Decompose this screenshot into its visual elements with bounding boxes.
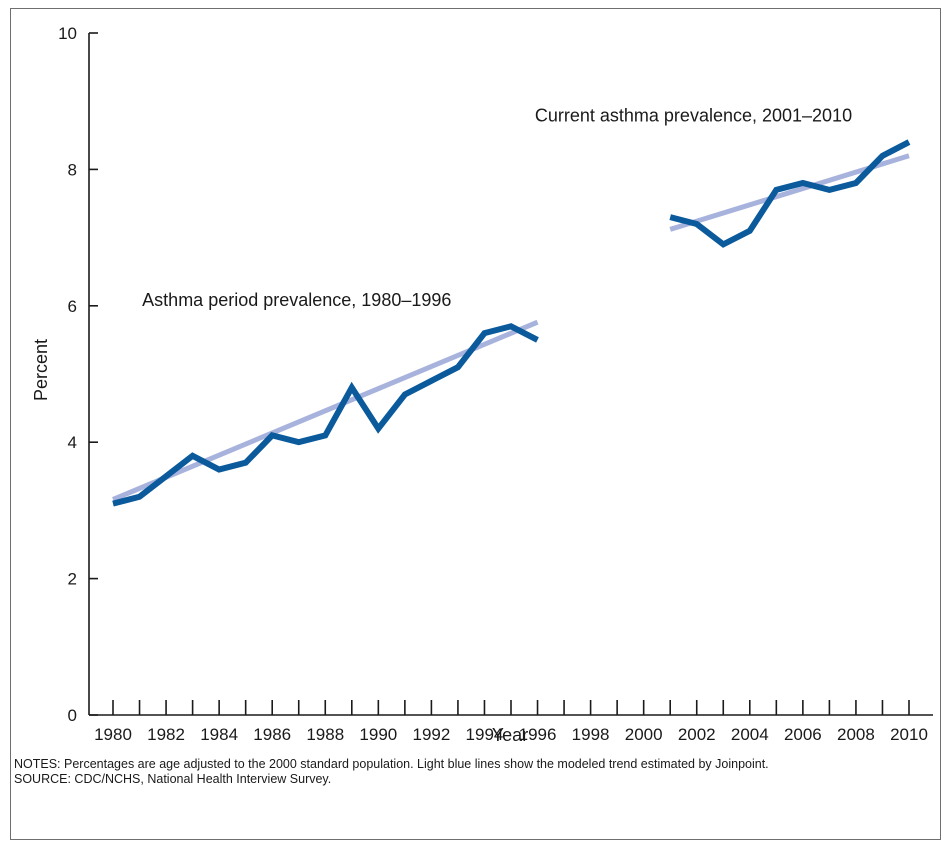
x-tick-label: 1980 (94, 725, 132, 744)
series-line-1 (112, 323, 539, 507)
series-line-2 (669, 139, 911, 248)
x-tick-label: 1992 (412, 725, 450, 744)
series-annotation-1: Asthma period prevalence, 1980–1996 (142, 290, 451, 310)
x-tick-label: 2006 (784, 725, 822, 744)
notes-block: NOTES: Percentages are age adjusted to t… (14, 757, 934, 787)
data-series (112, 139, 911, 507)
x-tick-label: 1990 (359, 725, 397, 744)
x-tick-label: 2004 (731, 725, 769, 744)
chart-frame (10, 8, 941, 840)
x-tick-label: 1998 (572, 725, 610, 744)
tick-labels: 0 2 4 6 8 10 1980 1982 1984 1986 1988 1990 1992 1994 1… (58, 24, 928, 744)
x-tick-label: 1996 (519, 725, 557, 744)
x-tick-label: 2008 (837, 725, 875, 744)
x-tick-label: 2000 (625, 725, 663, 744)
x-axis-title: Year (492, 725, 528, 745)
notes-text: NOTES: Percentages are age adjusted to t… (14, 757, 769, 771)
source-text: SOURCE: CDC/NCHS, National Health Interv… (14, 772, 332, 786)
x-tick-label: 2010 (890, 725, 928, 744)
x-tick-label: 1986 (253, 725, 291, 744)
y-tick-label: 6 (68, 297, 77, 316)
series-annotation-2: Current asthma prevalence, 2001–2010 (535, 106, 852, 126)
x-tick-label: 1982 (147, 725, 185, 744)
x-tick-label: 1984 (200, 725, 238, 744)
y-tick-label: 8 (68, 160, 77, 179)
x-tick-label: 2002 (678, 725, 716, 744)
axes (88, 32, 933, 716)
y-tick-label: 10 (58, 24, 77, 43)
annotations: Asthma period prevalence, 1980–1996 Curre… (142, 106, 852, 310)
x-tick-label: 1994 (466, 725, 504, 744)
y-axis-title: Percent (31, 339, 51, 401)
y-tick-label: 4 (68, 433, 77, 452)
y-tick-label: 2 (68, 570, 77, 589)
y-tick-label: 0 (68, 706, 77, 725)
x-tick-label: 1988 (306, 725, 344, 744)
